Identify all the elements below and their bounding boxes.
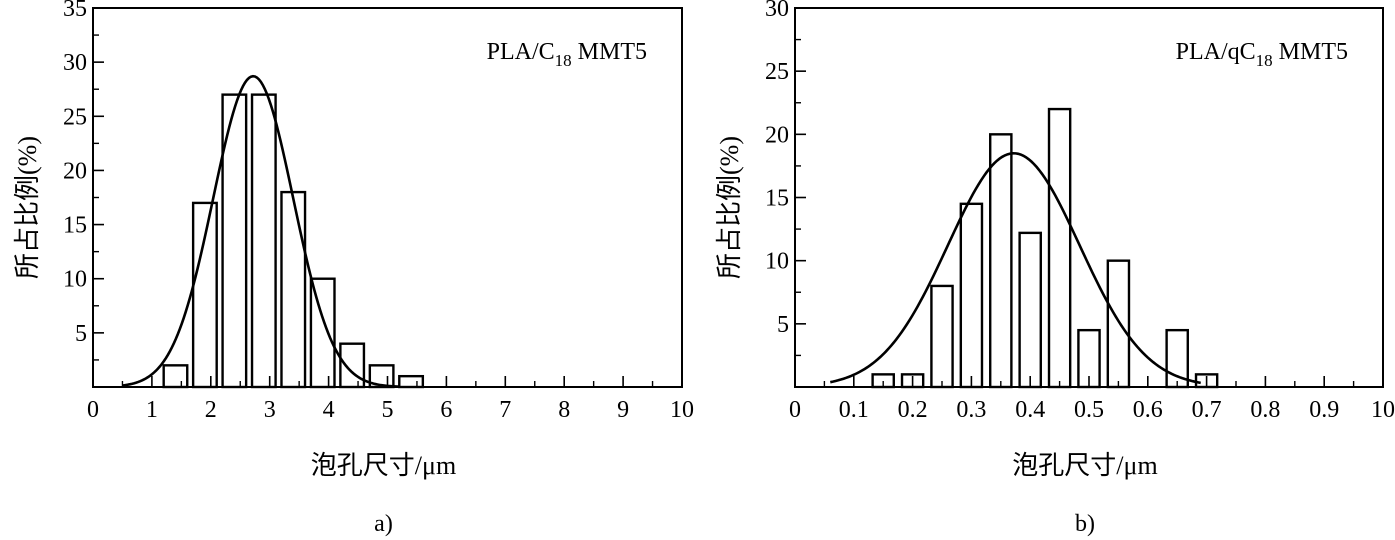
x-tick-label: 6	[440, 397, 452, 423]
x-tick-label: 5	[382, 397, 394, 423]
y-ticks: 5 10 15 20 25 30	[765, 0, 806, 357]
x-tick-label: 7	[499, 397, 511, 423]
bar	[191, 201, 218, 389]
x-tick-label: 10	[670, 397, 694, 423]
x-tick-label: 0.8	[1250, 397, 1280, 423]
y-tick-label: 10	[63, 267, 87, 293]
y-tick-label: 5	[777, 312, 789, 338]
y-tick-label: 30	[765, 0, 789, 22]
bar	[339, 342, 366, 389]
y-tick-label: 10	[765, 249, 789, 275]
bar-group	[871, 107, 1219, 389]
bar	[930, 284, 954, 389]
y-axis-label: 所占比例(%)	[715, 136, 744, 279]
panel-label: a)	[374, 511, 393, 537]
bar	[1047, 107, 1072, 389]
y-tick-label: 35	[63, 0, 87, 22]
bar	[162, 364, 189, 389]
y-tick-label: 20	[63, 158, 87, 184]
bar	[280, 190, 307, 389]
x-tick-label: 10	[1371, 397, 1395, 423]
y-tick-label: 15	[63, 213, 87, 239]
bar	[1106, 259, 1131, 389]
bar	[250, 93, 277, 389]
y-axis-label: 所占比例(%)	[13, 136, 42, 279]
x-axis-label: 泡孔尺寸/μm	[311, 451, 456, 480]
x-tick-label: 0	[87, 397, 99, 423]
fit-curve	[122, 74, 400, 388]
x-tick-label: 0.2	[898, 397, 928, 423]
x-tick-label: 0.3	[956, 397, 986, 423]
x-tick-label: 2	[205, 397, 217, 423]
x-tick-label: 0.1	[839, 397, 869, 423]
x-axis-label: 泡孔尺寸/μm	[1012, 451, 1157, 480]
series-annotation: PLA/C18 MMT5	[487, 39, 647, 70]
panel-label: b)	[1075, 511, 1095, 537]
x-tick-label: 8	[558, 397, 570, 423]
y-tick-label: 30	[63, 50, 87, 76]
y-ticks: 5 10 15 20 25 30 35	[63, 0, 104, 361]
fit-curve	[830, 151, 1201, 385]
y-tick-label: 20	[765, 122, 789, 148]
x-tick-label: 4	[323, 397, 335, 423]
bar	[989, 133, 1013, 389]
y-tick-label: 25	[765, 59, 789, 85]
bar	[398, 374, 425, 389]
x-tick-label: 0.9	[1309, 397, 1339, 423]
chart-panel-b: 0 0.1 0.2 0.3 0.4 0.5 0.6 0.7 0.8 0.9 10 5 10 15 20 25…	[715, 0, 1395, 537]
x-ticks: 0 0.1 0.2 0.3 0.4 0.5 0.6 0.7 0.8 0.9 10	[789, 376, 1395, 423]
x-ticks: 0 1 2 3 4 5 6 7 8 9 10	[87, 376, 694, 423]
x-tick-label: 0	[789, 397, 801, 423]
x-tick-label: 0.5	[1074, 397, 1104, 423]
bar	[1018, 231, 1042, 389]
bar	[221, 93, 248, 389]
bar-group	[162, 93, 425, 389]
y-tick-label: 25	[63, 104, 87, 130]
x-tick-label: 3	[264, 397, 276, 423]
bar	[309, 277, 336, 389]
y-tick-label: 15	[765, 186, 789, 212]
x-tick-label: 0.6	[1133, 397, 1163, 423]
x-tick-label: 9	[617, 397, 629, 423]
x-tick-label: 0.7	[1192, 397, 1222, 423]
y-tick-label: 5	[75, 321, 87, 347]
bar	[959, 202, 984, 389]
x-tick-label: 0.4	[1015, 397, 1045, 423]
x-tick-label: 1	[146, 397, 158, 423]
series-annotation: PLA/qC18 MMT5	[1176, 39, 1348, 70]
bar	[368, 364, 395, 389]
